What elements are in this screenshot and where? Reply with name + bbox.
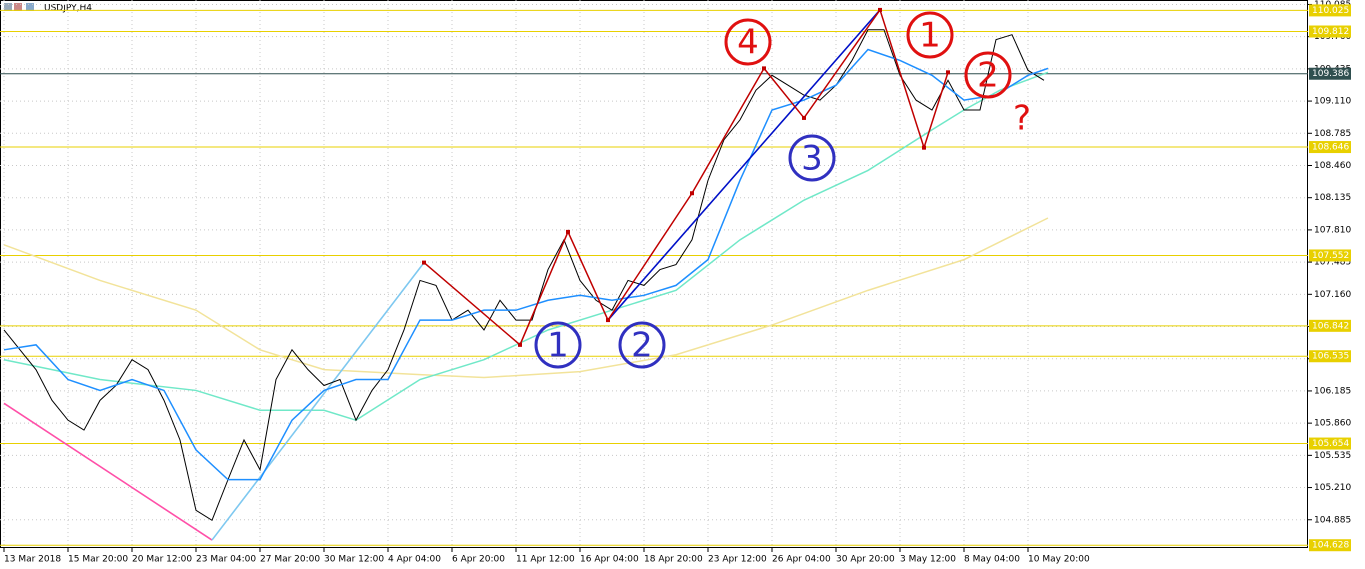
level-label-bg: [1309, 249, 1351, 262]
x-tick-label: 4 Apr 04:00: [388, 555, 441, 565]
series-line: [3, 48, 1049, 481]
level-label: 106.535: [1312, 352, 1349, 362]
current-price-label: 109.386: [1312, 69, 1349, 79]
level-label-bg: [1309, 25, 1351, 38]
y-tick-label: 106.185: [1314, 386, 1351, 396]
x-tick-label: 23 Mar 04:00: [196, 555, 256, 565]
annotation: 4: [737, 23, 759, 63]
level-label: 109.812: [1312, 27, 1349, 37]
y-tick-label: 108.785: [1314, 129, 1351, 139]
level-label-bg: [1309, 437, 1351, 450]
annotation: 1: [919, 16, 941, 56]
level-label-bg: [1309, 141, 1351, 154]
level-label-bg: [1309, 350, 1351, 363]
x-tick-label: 11 Apr 12:00: [516, 555, 575, 565]
annotation: 2: [977, 56, 999, 96]
y-tick-label: 107.160: [1314, 290, 1351, 300]
y-tick-label: 105.860: [1314, 419, 1351, 429]
level-label-bg: [1309, 539, 1351, 552]
level-label: 110.025: [1312, 6, 1349, 16]
y-tick-label: 108.460: [1314, 161, 1351, 171]
x-tick-label: 16 Apr 04:00: [580, 555, 639, 565]
zigzag-point: [946, 70, 950, 75]
x-tick-label: 3 May 12:00: [900, 555, 956, 565]
level-label-bg: [1309, 4, 1351, 17]
annotation-circle: [534, 321, 582, 369]
x-tick-label: 30 Mar 12:00: [324, 555, 384, 565]
window-icon: [4, 3, 12, 11]
zigzag-point: [606, 318, 610, 323]
annotation: 1: [547, 326, 569, 366]
current-price-bg: [1309, 67, 1351, 80]
level-label: 106.842: [1312, 321, 1349, 331]
y-tick-label: 108.135: [1314, 193, 1351, 203]
annotation-circle: [618, 321, 666, 369]
series-line: [423, 8, 949, 347]
annotation-circle: [906, 11, 954, 59]
window-icon: [14, 3, 22, 11]
zigzag-point: [878, 7, 882, 12]
series-line: [211, 262, 425, 541]
level-label: 107.552: [1312, 251, 1349, 261]
x-tick-label: 18 Apr 20:00: [644, 555, 703, 565]
y-tick-label: 109.110: [1314, 97, 1351, 107]
x-tick-label: 20 Mar 12:00: [132, 555, 192, 565]
zigzag-point: [566, 229, 570, 234]
zigzag-point: [922, 145, 926, 150]
annotation-circle: [964, 51, 1012, 99]
annotation-circle: [724, 18, 772, 66]
series-line: [3, 29, 1045, 521]
zigzag-point: [762, 66, 766, 71]
level-label: 105.654: [1312, 439, 1349, 449]
y-tick-label: 105.535: [1314, 451, 1351, 461]
y-tick-label: 105.210: [1314, 483, 1351, 493]
y-tick-label: 107.810: [1314, 225, 1351, 235]
series-line: [3, 217, 1049, 379]
x-tick-label: 26 Apr 04:00: [772, 555, 831, 565]
series-line: [3, 402, 213, 541]
y-tick-label: 104.885: [1314, 515, 1351, 525]
annotation: 2: [631, 326, 653, 366]
x-tick-label: 6 Apr 20:00: [452, 555, 505, 565]
annotation: 3: [801, 139, 823, 179]
x-tick-label: 13 Mar 2018: [4, 555, 61, 565]
zigzag-point: [802, 115, 806, 120]
level-label: 108.646: [1312, 143, 1349, 153]
level-label-bg: [1309, 319, 1351, 332]
x-tick-label: 8 May 04:00: [964, 555, 1020, 565]
zigzag-point: [518, 342, 522, 347]
plot-frame: [0, 0, 1308, 548]
x-tick-label: 30 Apr 20:00: [836, 555, 895, 565]
window-icon: [26, 3, 34, 11]
level-label: 104.628: [1312, 541, 1349, 551]
series-line: [607, 9, 881, 321]
x-tick-label: 27 Mar 20:00: [260, 555, 320, 565]
annotation-circle: [788, 134, 836, 182]
series-line: [3, 71, 1049, 421]
zigzag-point: [690, 191, 694, 196]
zigzag-point: [422, 260, 426, 265]
y-tick-label: 107.485: [1314, 258, 1351, 268]
x-tick-label: 15 Mar 20:00: [68, 555, 128, 565]
x-tick-label: 23 Apr 12:00: [708, 555, 767, 565]
annotation: ?: [1013, 99, 1031, 139]
x-tick-label: 10 May 20:00: [1028, 555, 1090, 565]
